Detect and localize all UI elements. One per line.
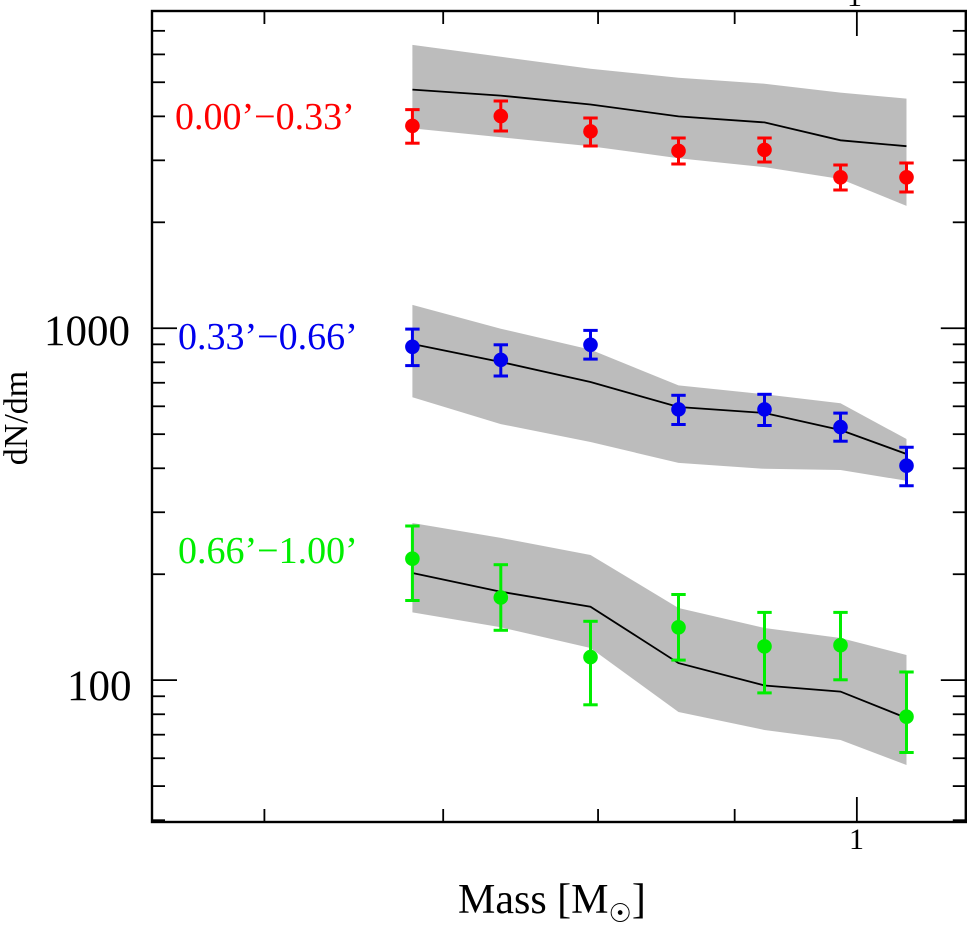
svg-text:dN/dm: dN/dm [0, 371, 35, 465]
